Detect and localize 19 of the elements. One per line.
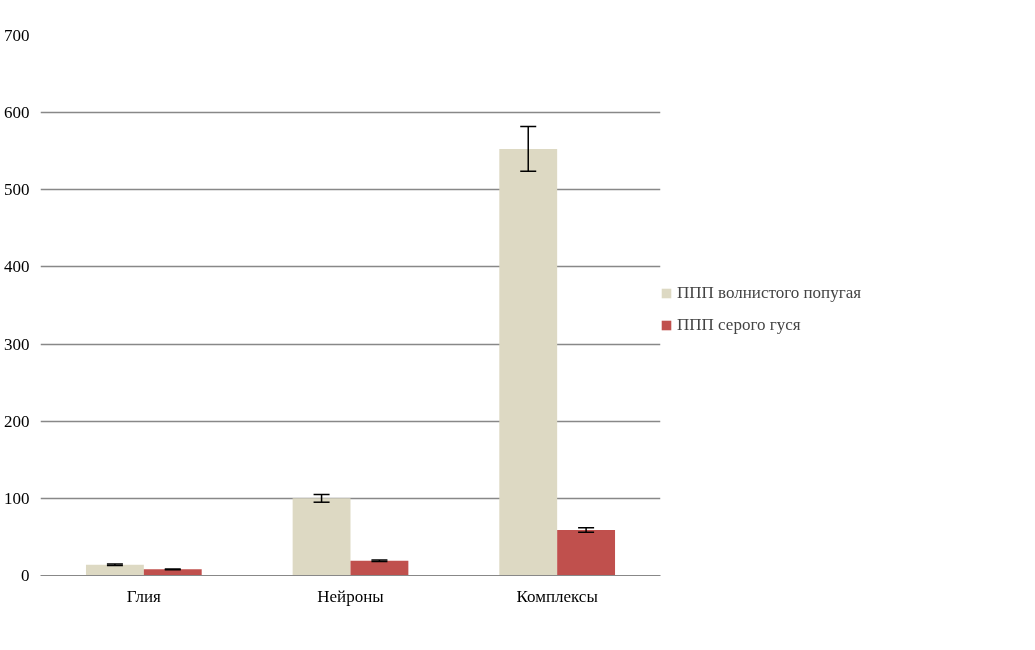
y-tick-label: 500 <box>4 180 30 200</box>
x-tick-label: Глия <box>126 586 161 606</box>
bar <box>292 498 351 576</box>
y-tick-label: 300 <box>4 334 30 354</box>
legend-label: ППП волнистого попугая <box>677 283 862 303</box>
bar <box>350 560 409 576</box>
bar <box>557 529 616 576</box>
x-tick-label: Нейроны <box>317 586 385 606</box>
bar <box>85 564 144 576</box>
y-tick-label: 400 <box>4 257 30 277</box>
x-tick-label: Комплексы <box>516 586 599 606</box>
legend-label: ППП серого гуся <box>677 315 801 335</box>
y-tick-label: 200 <box>4 411 30 431</box>
y-tick-label: 700 <box>4 26 30 45</box>
y-tick-label: 100 <box>4 488 30 508</box>
bar <box>499 148 558 576</box>
y-tick-label: 600 <box>4 103 30 123</box>
bar <box>143 569 202 576</box>
y-tick-label: 0 <box>21 566 30 585</box>
